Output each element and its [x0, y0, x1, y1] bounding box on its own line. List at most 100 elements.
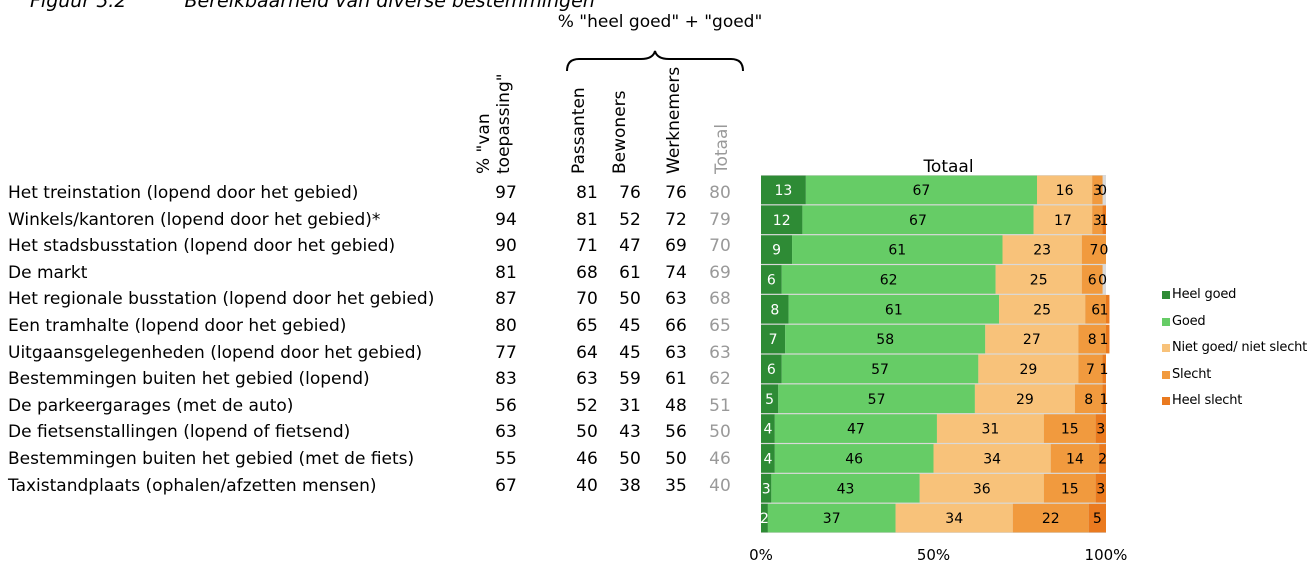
table-cell: 90 — [495, 236, 517, 257]
data-label: 15 — [1061, 481, 1079, 497]
bar-segment — [761, 503, 768, 533]
row-label: De fietsenstallingen (lopend of fietsend… — [8, 422, 351, 443]
x-tick-label: 50% — [917, 546, 950, 562]
bar-segment — [1043, 414, 1096, 443]
legend-label: Heel goed — [1172, 287, 1237, 302]
data-label: 6 — [767, 272, 776, 288]
table-cell: 76 — [619, 183, 641, 203]
row-label: De markt — [8, 262, 88, 283]
bar-segment — [974, 384, 1075, 414]
table-cell: 87 — [495, 289, 517, 310]
table-cell: 64 — [576, 342, 598, 363]
data-label: 36 — [973, 481, 991, 497]
data-label: 0 — [1098, 272, 1107, 288]
row-label: Bestemmingen buiten het gebied (lopend) — [8, 369, 370, 390]
table-cell: 59 — [619, 369, 641, 390]
data-label: 6 — [1088, 272, 1097, 288]
bar-segment — [1095, 414, 1106, 443]
data-label: 27 — [1023, 332, 1041, 348]
data-label: 6 — [1091, 302, 1100, 318]
bar-segment — [1081, 265, 1103, 294]
data-label: 34 — [945, 511, 963, 527]
data-label: 14 — [1066, 451, 1084, 467]
data-label: 29 — [1016, 392, 1034, 408]
table-cell: 50 — [665, 449, 687, 469]
table-cell: 71 — [576, 236, 598, 257]
data-label: 4 — [763, 422, 772, 438]
table-cell: 50 — [709, 422, 731, 443]
table-cell: 56 — [495, 395, 517, 416]
table-cell: 63 — [576, 369, 598, 390]
bar-segment — [1092, 205, 1103, 235]
table-cell: 52 — [619, 209, 641, 230]
bar-segment — [895, 503, 1013, 533]
data-label: 25 — [1030, 272, 1048, 288]
data-label: 37 — [823, 511, 841, 527]
table-cell: 97 — [495, 183, 517, 203]
bar-segment — [1037, 175, 1093, 205]
bar-segment — [936, 414, 1044, 443]
bar-segment — [1074, 384, 1103, 414]
bar-segment — [788, 294, 1000, 324]
bar-segment — [792, 235, 1003, 264]
table-cell: 65 — [576, 316, 598, 336]
table-cell: 31 — [619, 395, 641, 416]
bar-segment — [1106, 324, 1110, 354]
data-label: 7 — [769, 332, 778, 348]
bar-segment — [781, 354, 979, 384]
bar-segment — [771, 473, 920, 503]
legend-swatch — [1162, 344, 1170, 352]
row-label: Bestemmingen buiten het gebied (met de f… — [8, 449, 415, 469]
bar-segment — [774, 444, 934, 473]
data-label: 29 — [1019, 362, 1037, 378]
bar-segment — [933, 444, 1051, 473]
legend-label: Niet goed/ niet slecht — [1172, 340, 1308, 355]
data-label: 34 — [983, 451, 1001, 467]
table-cell: 50 — [576, 422, 598, 443]
table-cell: 47 — [619, 236, 641, 257]
bar-segment — [761, 414, 775, 443]
data-label: 61 — [888, 243, 906, 259]
bar-segment — [761, 384, 779, 414]
data-label: 3 — [1096, 481, 1105, 497]
data-label: 0 — [1098, 183, 1107, 199]
data-label: 57 — [868, 392, 886, 408]
bar-segment — [999, 294, 1086, 324]
data-label: 8 — [770, 302, 779, 318]
bar-segment — [985, 324, 1079, 354]
legend-swatch — [1162, 370, 1170, 379]
legend-label: Slecht — [1172, 366, 1212, 382]
bar-segment — [781, 265, 996, 294]
table-cell: 38 — [619, 475, 641, 496]
data-label: 67 — [909, 213, 927, 229]
data-label: 13 — [775, 183, 793, 199]
table-cell: 50 — [619, 449, 641, 469]
table-cell: 63 — [709, 342, 731, 363]
table-cell: 48 — [665, 395, 687, 416]
data-label: 9 — [772, 243, 781, 259]
data-label: 4 — [763, 451, 772, 467]
data-label: 3 — [1093, 183, 1102, 199]
bar-segment — [1081, 235, 1106, 264]
bar-segment — [761, 265, 782, 294]
table-cell: 63 — [495, 422, 517, 443]
data-label: 1 — [1100, 213, 1109, 229]
table-cell: 52 — [576, 395, 598, 416]
bar-segment — [785, 324, 986, 354]
table-cell: 46 — [709, 449, 731, 469]
figure-caption: Figuur 5.2 Bereikbaarheid van diverse be… — [30, 0, 595, 12]
table-cell: 74 — [665, 262, 687, 283]
bar-segment — [761, 294, 789, 324]
bar-segment — [1012, 503, 1089, 533]
table-cell: 70 — [576, 289, 598, 310]
data-label: 62 — [880, 272, 898, 288]
row-label: Het stadsbusstation (lopend door het geb… — [8, 236, 396, 257]
table-cell: 69 — [709, 262, 731, 283]
row-label: Uitgaansgelegenheden (lopend door het ge… — [8, 342, 423, 363]
data-label: 43 — [837, 481, 855, 497]
data-label: 1 — [1100, 362, 1109, 378]
row-label: Winkels/kantoren (lopend door het gebied… — [8, 209, 381, 230]
bar-segment — [1102, 354, 1106, 384]
table-cell: 94 — [495, 209, 517, 230]
